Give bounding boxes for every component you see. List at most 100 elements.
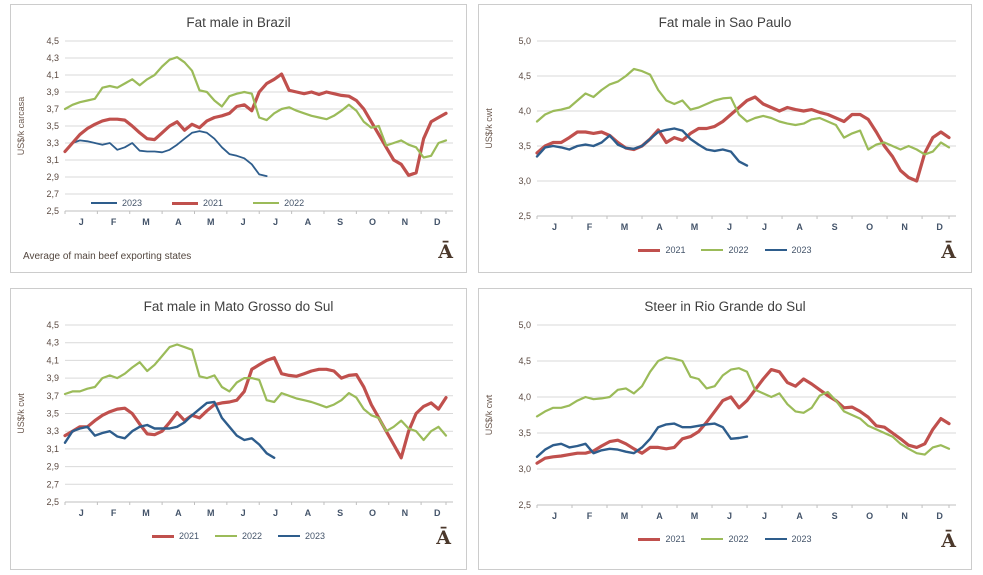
svg-text:D: D	[434, 217, 441, 227]
svg-text:A: A	[175, 508, 182, 518]
legend-item-2022: 2022	[214, 531, 263, 541]
watermark-logo: Ā	[941, 530, 956, 552]
svg-text:O: O	[866, 222, 873, 232]
legend-item-2023: 2023	[91, 198, 142, 208]
chart-title: Fat male in Sao Paulo	[658, 15, 792, 30]
svg-text:4,0: 4,0	[518, 106, 531, 116]
series-line-2023	[535, 422, 749, 459]
svg-text:2,9: 2,9	[46, 462, 59, 472]
svg-text:J: J	[552, 511, 557, 521]
svg-text:3,5: 3,5	[46, 121, 59, 131]
legend-item-2022: 2022	[253, 198, 304, 208]
svg-text:A: A	[305, 508, 312, 518]
svg-text:N: N	[901, 511, 908, 521]
svg-text:2,5: 2,5	[46, 206, 59, 216]
legend-item-2023: 2023	[278, 531, 325, 541]
chart-legend: 2021 2022 2023	[479, 534, 971, 544]
svg-text:J: J	[241, 217, 246, 227]
svg-text:S: S	[832, 511, 838, 521]
svg-text:3,3: 3,3	[46, 138, 59, 148]
chart-title: Fat male in Brazil	[186, 15, 291, 30]
legend-line-swatch	[701, 538, 724, 540]
svg-text:J: J	[79, 508, 84, 518]
svg-text:J: J	[79, 217, 84, 227]
svg-text:4,3: 4,3	[46, 53, 59, 63]
svg-text:2,5: 2,5	[518, 500, 531, 510]
legend-item-2023: 2023	[764, 534, 812, 544]
legend-line-swatch	[278, 535, 301, 537]
svg-text:D: D	[936, 222, 943, 232]
legend-label: 2021	[178, 531, 199, 541]
svg-text:M: M	[691, 222, 699, 232]
legend-item-2022: 2022	[701, 245, 749, 255]
svg-text:S: S	[337, 508, 343, 518]
legend-label: 2023	[122, 198, 143, 208]
svg-text:A: A	[656, 222, 663, 232]
series-line-2022	[63, 343, 448, 442]
series-line-2021	[535, 367, 951, 465]
svg-text:5,0: 5,0	[518, 36, 531, 46]
svg-text:3,7: 3,7	[46, 104, 59, 114]
legend-line-swatch	[638, 248, 661, 252]
svg-text:O: O	[866, 511, 873, 521]
svg-text:4,0: 4,0	[518, 392, 531, 402]
legend-line-swatch	[764, 538, 787, 540]
watermark-logo: Ā	[436, 527, 451, 549]
y-axis-title: US$/k cwt	[16, 393, 26, 434]
legend-label: 2021	[665, 245, 686, 255]
svg-text:3,9: 3,9	[46, 87, 59, 97]
legend-label: 2021	[203, 198, 224, 208]
svg-text:N: N	[402, 217, 409, 227]
legend-label: 2022	[284, 198, 305, 208]
gridlines-and-y-axis: 2,5 2,7 2,9 3,1 3,3 3,5 3,7 3,9 4,1 4,3 4,5	[46, 36, 453, 216]
series-lines	[63, 343, 448, 460]
svg-text:2,9: 2,9	[46, 172, 59, 182]
legend-line-swatch	[764, 249, 787, 251]
svg-text:F: F	[111, 508, 117, 518]
svg-text:J: J	[762, 222, 767, 232]
legend-item-2022: 2022	[701, 534, 749, 544]
chart-canvas: 2,5 3,0 3,5 4,0 4,5 5,0 J F M A M J J A S O N D US$/k cwt	[484, 36, 956, 232]
chart-footnote: Average of main beef exporting states	[23, 251, 192, 262]
legend-line-swatch	[151, 534, 174, 538]
legend-label: 2023	[305, 531, 326, 541]
chart-body: 2,5 3,0 3,5 4,0 4,5 5,0 J F M A M J J A S O N D US$/k cwt	[479, 32, 971, 242]
svg-text:J: J	[273, 217, 278, 227]
svg-text:3,5: 3,5	[518, 428, 531, 438]
svg-text:4,5: 4,5	[518, 71, 531, 81]
svg-text:2,5: 2,5	[518, 211, 531, 221]
svg-text:J: J	[727, 511, 732, 521]
legend-label: 2021	[665, 534, 686, 544]
svg-text:M: M	[207, 217, 215, 227]
svg-text:2,7: 2,7	[46, 189, 59, 199]
svg-text:3,0: 3,0	[518, 464, 531, 474]
panel-footer: 2021 2022 2023 Ā	[479, 532, 971, 551]
svg-text:A: A	[175, 217, 182, 227]
svg-text:F: F	[587, 511, 593, 521]
svg-text:M: M	[207, 508, 215, 518]
svg-text:A: A	[796, 222, 803, 232]
svg-text:O: O	[369, 508, 376, 518]
legend-label: 2022	[241, 531, 263, 541]
svg-text:F: F	[587, 222, 593, 232]
svg-text:5,0: 5,0	[518, 320, 531, 330]
chart-canvas: 2,5 2,7 2,9 3,1 3,3 3,5 3,7 3,9 4,1 4,3 4,5 J F M A M J J…	[16, 320, 453, 518]
chart-canvas: 2,5 3,0 3,5 4,0 4,5 5,0 J F M A M J J A S O N D US$/k cwt	[484, 320, 956, 521]
panel-footer: 2021 2022 2023 Ā	[479, 243, 971, 262]
svg-text:2,7: 2,7	[46, 479, 59, 489]
legend-label: 2023	[791, 534, 812, 544]
series-line-2022	[63, 56, 448, 159]
svg-text:4,5: 4,5	[46, 36, 59, 46]
svg-text:4,3: 4,3	[46, 338, 59, 348]
panel-footer: 2021 2022 2023 Ā	[11, 529, 466, 548]
series-line-2022	[535, 356, 951, 456]
chart-canvas: 2,5 2,7 2,9 3,1 3,3 3,5 3,7 3,9 4,1 4,3 4,5 J F M A M J J…	[16, 36, 453, 227]
legend-line-swatch	[253, 202, 280, 204]
chart-body: 2,5 2,7 2,9 3,1 3,3 3,5 3,7 3,9 4,1 4,3 4,5 J F M A M J J…	[11, 32, 466, 237]
svg-text:4,1: 4,1	[46, 70, 59, 80]
legend-item-2021: 2021	[151, 531, 199, 541]
